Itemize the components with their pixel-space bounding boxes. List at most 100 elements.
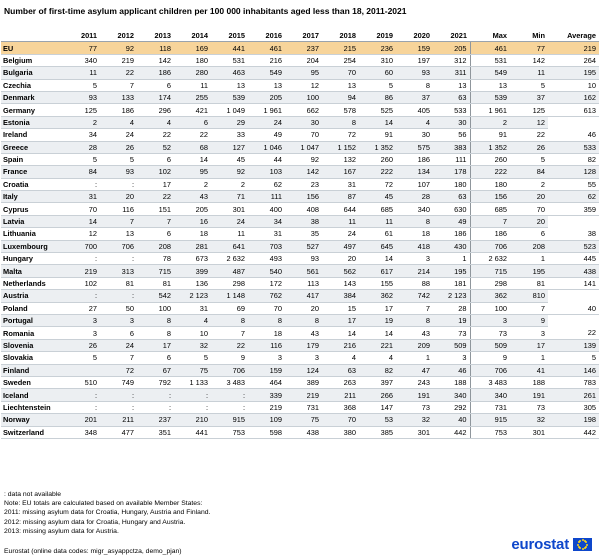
table-row: Belgium 340 219 142 180 531 216 204 254 310 197 312… <box>1 54 599 68</box>
value-cell: 142 <box>510 54 548 68</box>
value-cell: 810 <box>510 289 548 303</box>
value-cell: 305 <box>548 401 599 415</box>
value-cell: 1 <box>433 252 470 266</box>
value-cell: 134 <box>396 165 433 179</box>
value-cell: 116 <box>248 339 285 353</box>
value-cell: 67 <box>137 364 174 377</box>
value-cell: 715 <box>469 264 510 278</box>
value-cell: 71 <box>211 190 248 204</box>
note-line: Note: EU totals are calculated based on … <box>4 500 203 508</box>
value-cell: 301 <box>396 426 433 439</box>
value-cell: 93 <box>396 66 433 80</box>
country-cell: Austria <box>1 289 63 303</box>
value-cell: 5 <box>63 79 100 92</box>
value-cell: 205 <box>433 41 470 55</box>
value-cell: 70 <box>322 66 359 80</box>
table-row: Estonia 2 4 4 6 29 24 30 8 14 4 30 2 12 <box>1 116 599 130</box>
value-cell: 2 <box>510 178 548 192</box>
value-cell: 731 <box>285 401 322 415</box>
table-title: Number of first-time asylum applicant ch… <box>4 6 407 16</box>
value-cell: 1 961 <box>469 103 510 117</box>
value-cell: 180 <box>174 54 211 68</box>
value-cell: 13 <box>100 227 137 241</box>
value-cell: 264 <box>548 54 599 68</box>
country-cell: Croatia <box>1 178 63 192</box>
value-cell: 461 <box>248 41 285 55</box>
value-cell: 260 <box>469 153 510 167</box>
value-cell: 540 <box>248 264 285 278</box>
value-cell: 191 <box>510 388 548 402</box>
value-cell: 100 <box>285 91 322 105</box>
value-cell: 14 <box>359 326 396 340</box>
value-cell: 33 <box>211 128 248 142</box>
value-cell: 298 <box>211 277 248 291</box>
value-cell: 3 483 <box>211 376 248 390</box>
value-cell: 208 <box>137 240 174 254</box>
value-cell: 700 <box>63 240 100 254</box>
note-line: : data not available <box>4 491 62 498</box>
value-cell: 22 <box>211 339 248 353</box>
value-cell: 34 <box>63 128 100 142</box>
value-cell: : <box>174 401 211 415</box>
value-cell: 49 <box>248 128 285 142</box>
flag-star-icon <box>579 547 582 550</box>
value-cell: 188 <box>433 376 470 390</box>
value-cell: 531 <box>469 54 510 68</box>
value-cell: 685 <box>359 202 396 216</box>
value-cell: 340 <box>469 388 510 402</box>
value-cell: 62 <box>248 178 285 192</box>
value-cell: 13 <box>322 79 359 92</box>
value-cell: 179 <box>285 339 322 353</box>
value-cell: 125 <box>510 103 548 117</box>
value-cell: 12 <box>510 116 548 130</box>
value-cell: 78 <box>137 252 174 266</box>
value-cell: 749 <box>100 376 137 390</box>
value-cell: 442 <box>548 426 599 439</box>
value-cell: 11 <box>63 66 100 80</box>
value-cell: 219 <box>248 401 285 415</box>
value-cell: 5 <box>510 153 548 167</box>
value-cell: 46 <box>433 364 470 377</box>
value-cell: : <box>100 252 137 266</box>
header-max: Max <box>470 30 510 43</box>
country-cell: Bulgaria <box>1 66 63 80</box>
value-cell: 38 <box>548 227 599 241</box>
flag-star-icon <box>579 539 582 542</box>
flag-star-icon <box>581 538 584 541</box>
table-header-row: 2011 2012 2013 2014 2015 2016 2017 2018 2019 2020… <box>1 30 599 43</box>
value-cell: 8 <box>248 314 285 328</box>
value-cell: 497 <box>322 240 359 254</box>
value-cell: 3 <box>63 314 100 328</box>
value-cell: 40 <box>433 413 470 427</box>
value-cell: 181 <box>433 277 470 291</box>
value-cell: 298 <box>469 277 510 291</box>
value-cell: 92 <box>211 165 248 179</box>
value-cell: 523 <box>548 240 599 254</box>
value-cell: 18 <box>174 227 211 241</box>
value-cell: 408 <box>285 202 322 216</box>
value-cell: 301 <box>510 426 548 439</box>
value-cell: 310 <box>359 54 396 68</box>
value-cell: 641 <box>211 240 248 254</box>
value-cell: 6 <box>137 351 174 365</box>
value-cell: 43 <box>396 326 433 340</box>
value-cell: 62 <box>548 190 599 204</box>
value-cell: 7 <box>137 215 174 229</box>
note-line: 2011: missing asylum data for Croatia, H… <box>4 509 211 517</box>
header-2011: 2011 <box>63 30 100 43</box>
value-cell: 128 <box>548 165 599 179</box>
value-cell: 75 <box>285 413 322 427</box>
value-cell: 13 <box>248 79 285 92</box>
value-cell: 93 <box>63 91 100 105</box>
value-cell: : <box>100 178 137 192</box>
country-cell: Portugal <box>1 314 63 328</box>
value-cell: 2 632 <box>211 252 248 266</box>
value-cell: 254 <box>322 54 359 68</box>
table-row: Denmark 93 133 174 255 539 205 100 94 86 37 63 539 37… <box>1 91 599 105</box>
value-cell: 210 <box>174 413 211 427</box>
value-cell: 6 <box>137 153 174 167</box>
value-cell: 156 <box>285 190 322 204</box>
table-row: Latvia 14 7 7 16 24 34 38 11 11 8 49 7 20 <box>1 215 599 229</box>
value-cell: 92 <box>285 153 322 167</box>
value-cell: 13 <box>433 79 470 92</box>
